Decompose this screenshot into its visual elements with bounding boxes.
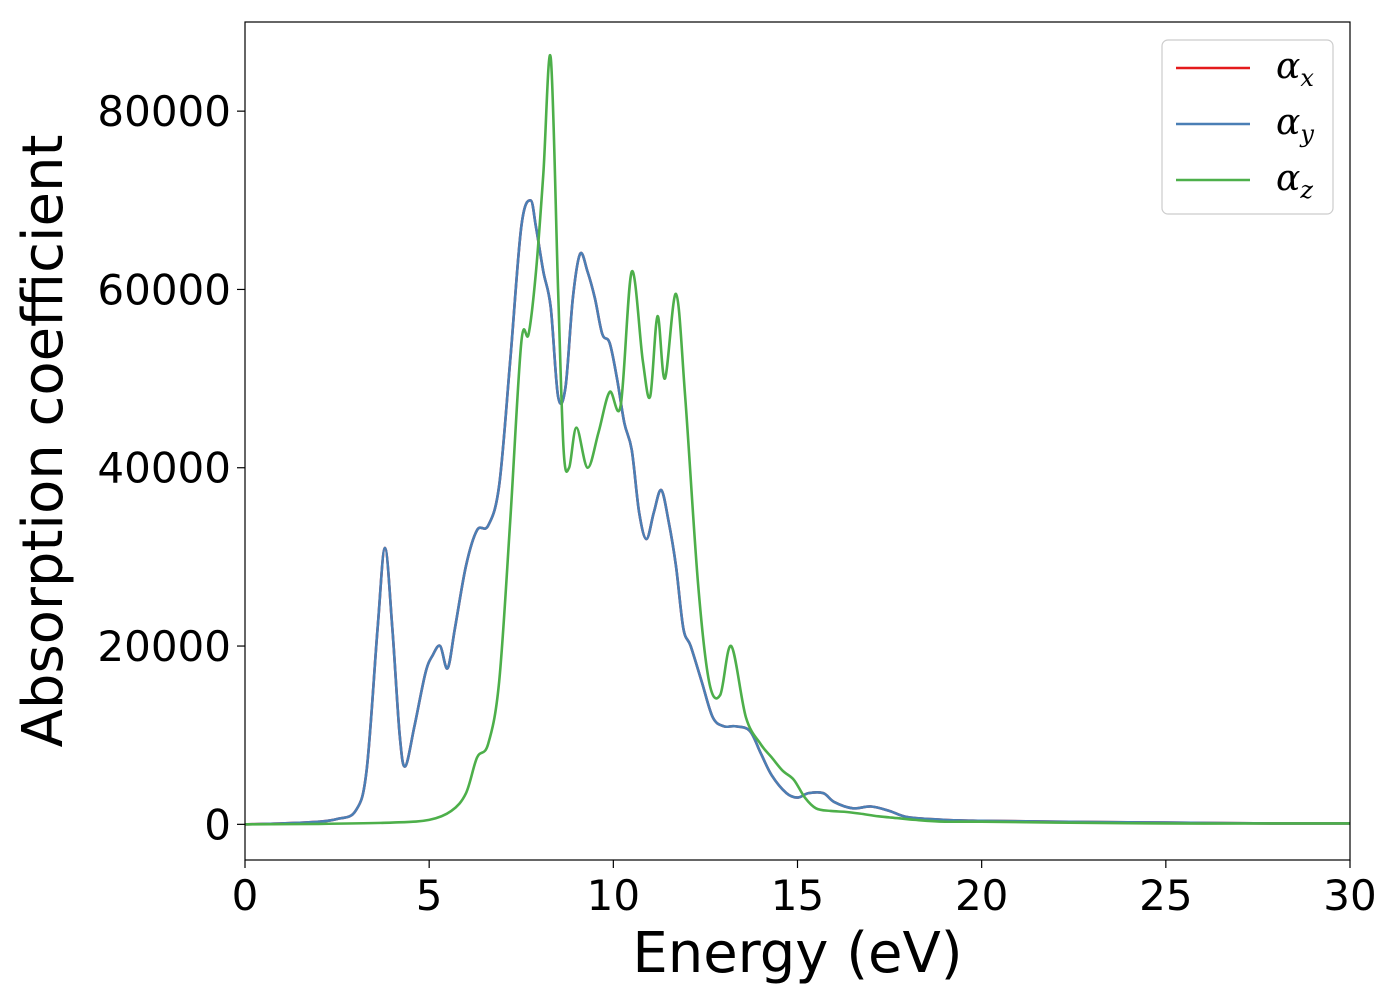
legend-label-alpha-z: αz bbox=[1276, 158, 1313, 204]
y-axis-ticks: 0 20000 40000 60000 80000 bbox=[97, 87, 245, 849]
x-tick-label: 20 bbox=[955, 871, 1008, 920]
y-axis-title: Absorption coefficient bbox=[11, 135, 76, 748]
x-tick-label: 5 bbox=[416, 871, 443, 920]
x-tick-label: 10 bbox=[587, 871, 640, 920]
plot-lines bbox=[244, 53, 1351, 826]
x-tick-label: 0 bbox=[232, 871, 259, 920]
x-tick-label: 30 bbox=[1323, 871, 1376, 920]
legend-box bbox=[1161, 39, 1334, 215]
series-line-alpha-x bbox=[244, 199, 1351, 826]
y-tick-label: 20000 bbox=[97, 622, 231, 671]
y-tick-label: 60000 bbox=[97, 265, 231, 314]
y-tick-label: 0 bbox=[204, 800, 231, 849]
y-tick-label: 80000 bbox=[97, 87, 231, 136]
legend-label-alpha-y: αy bbox=[1276, 102, 1314, 148]
y-tick-label: 40000 bbox=[97, 444, 231, 493]
legend: αx αy αz bbox=[1161, 39, 1334, 215]
legend-label-alpha-x: αx bbox=[1276, 46, 1314, 92]
x-tick-label: 25 bbox=[1139, 871, 1192, 920]
x-tick-label: 15 bbox=[771, 871, 824, 920]
series-line-alpha-z bbox=[244, 53, 1350, 826]
x-axis-ticks: 0 5 10 15 20 25 30 bbox=[232, 860, 1377, 920]
x-axis-title: Energy (eV) bbox=[632, 921, 962, 986]
series-line-alpha-y bbox=[244, 199, 1351, 826]
